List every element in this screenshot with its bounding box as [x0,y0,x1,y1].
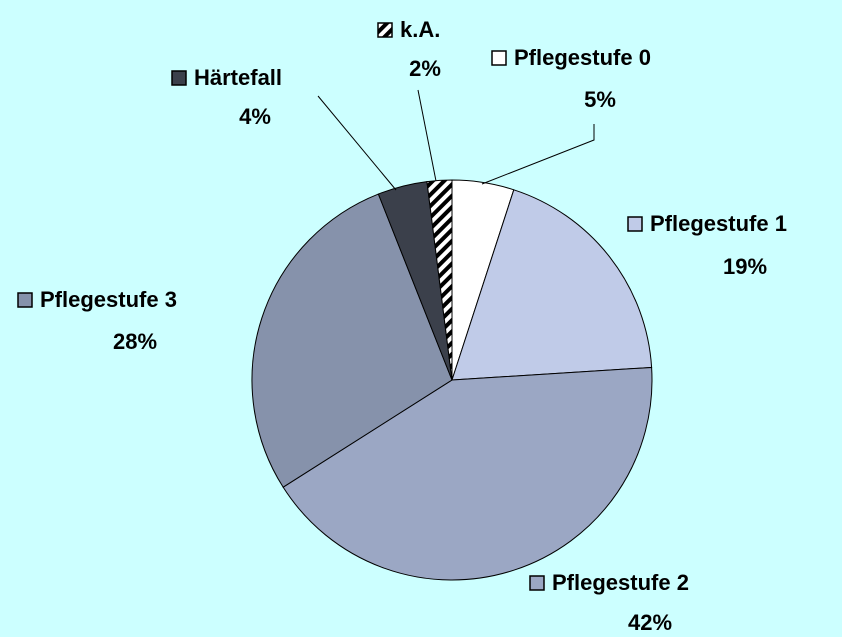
pie-slice [426,179,453,381]
legend-key [529,575,545,591]
leader-line [317,95,397,191]
pie-slice [251,193,453,488]
slice-name: k.A. [400,17,440,42]
slice-value: 28% [113,329,157,354]
legend-key [377,22,393,38]
slice-value: 2% [409,56,441,81]
pie [251,179,653,581]
pie-slice [282,366,653,581]
slice-value: 19% [723,254,767,279]
legend-key [491,50,507,66]
leader-line [481,124,595,185]
slice-name: Pflegestufe 1 [650,211,787,236]
slice-value: 42% [628,610,672,635]
slice-name: Pflegestufe 2 [552,570,689,595]
labels: Pflegestufe 0 5% Pflegestufe 1 19% Pflegestu… [17,17,787,635]
legend-key [627,216,643,232]
pie-slice [451,189,653,381]
legend-key [17,292,33,308]
slice-name: Härtefall [194,65,282,90]
slice-name: Pflegestufe 3 [40,287,177,312]
leader-line [417,89,437,182]
legend-key [171,70,187,86]
slice-name: Pflegestufe 0 [514,45,651,70]
slice-value: 4% [239,104,271,129]
slice-value: 5% [584,87,616,112]
